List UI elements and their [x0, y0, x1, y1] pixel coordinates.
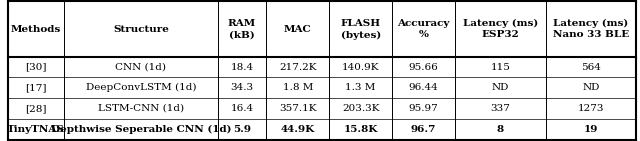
Text: Depthwise Seperable CNN (1d): Depthwise Seperable CNN (1d) — [51, 125, 231, 134]
Text: 8: 8 — [497, 125, 504, 134]
Text: [30]: [30] — [26, 63, 47, 71]
Text: 15.8K: 15.8K — [344, 125, 378, 134]
Text: 95.97: 95.97 — [408, 104, 438, 113]
Text: Latency (ms)
ESP32: Latency (ms) ESP32 — [463, 19, 538, 39]
Text: 95.66: 95.66 — [408, 63, 438, 71]
Text: 564: 564 — [581, 63, 601, 71]
Text: 203.3K: 203.3K — [342, 104, 380, 113]
Text: 44.9K: 44.9K — [281, 125, 315, 134]
Text: 1.8 M: 1.8 M — [283, 83, 313, 92]
Text: CNN (1d): CNN (1d) — [115, 63, 166, 71]
Text: Methods: Methods — [11, 25, 61, 34]
Text: 34.3: 34.3 — [230, 83, 253, 92]
Text: DeepConvLSTM (1d): DeepConvLSTM (1d) — [86, 83, 196, 92]
Text: 19: 19 — [584, 125, 598, 134]
Text: Latency (ms)
Nano 33 BLE: Latency (ms) Nano 33 BLE — [553, 19, 629, 39]
Text: 1.3 M: 1.3 M — [346, 83, 376, 92]
Text: 1273: 1273 — [578, 104, 604, 113]
Text: 357.1K: 357.1K — [279, 104, 317, 113]
Text: FLASH
(bytes): FLASH (bytes) — [340, 19, 381, 39]
Text: 140.9K: 140.9K — [342, 63, 380, 71]
Text: RAM
(kB): RAM (kB) — [228, 19, 256, 39]
Text: 115: 115 — [490, 63, 510, 71]
Text: 96.7: 96.7 — [411, 125, 436, 134]
Text: Structure: Structure — [113, 25, 169, 34]
Text: Accuracy
%: Accuracy % — [397, 19, 450, 39]
Text: 217.2K: 217.2K — [279, 63, 317, 71]
Text: [17]: [17] — [26, 83, 47, 92]
Text: LSTM-CNN (1d): LSTM-CNN (1d) — [98, 104, 184, 113]
Text: ND: ND — [492, 83, 509, 92]
Text: 16.4: 16.4 — [230, 104, 253, 113]
Text: 18.4: 18.4 — [230, 63, 253, 71]
Text: 5.9: 5.9 — [233, 125, 251, 134]
Text: TinyTNAS: TinyTNAS — [7, 125, 65, 134]
Text: [28]: [28] — [26, 104, 47, 113]
Text: ND: ND — [582, 83, 600, 92]
Text: MAC: MAC — [284, 25, 312, 34]
Text: 96.44: 96.44 — [408, 83, 438, 92]
Text: 337: 337 — [490, 104, 510, 113]
